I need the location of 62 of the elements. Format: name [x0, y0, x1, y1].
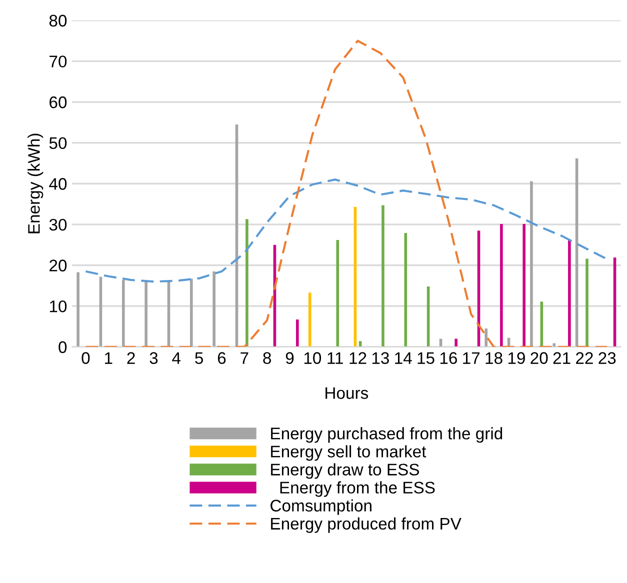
x-tick-label: 8 — [263, 352, 271, 364]
y-tick-label: 50 — [49, 137, 67, 150]
legend-label: Energy purchased from the grid — [271, 427, 502, 443]
line-series — [84, 178, 608, 283]
bar — [552, 343, 556, 347]
x-tick-label: 15 — [418, 352, 434, 364]
legend-label: Energy from the ESS — [280, 481, 435, 497]
bar — [484, 328, 488, 347]
bar — [296, 320, 299, 347]
x-tick-label: 17 — [463, 352, 480, 364]
bar — [308, 292, 312, 347]
x-tick-label: 4 — [172, 352, 181, 364]
bar — [336, 240, 340, 347]
x-tick-label: 10 — [304, 352, 322, 364]
bar — [122, 280, 125, 347]
bar — [454, 338, 458, 347]
legend-label: Energy produced from PV — [271, 517, 462, 533]
bar — [522, 224, 526, 347]
bar — [586, 258, 588, 347]
x-tick-label: 22 — [576, 352, 593, 364]
x-tick-label: 16 — [440, 352, 457, 364]
bar — [144, 282, 148, 347]
x-tick-label: 19 — [508, 352, 525, 364]
x-tick-label: 3 — [150, 352, 158, 364]
bar — [382, 205, 384, 347]
y-tick-label: 30 — [49, 218, 67, 231]
x-tick-label: 11 — [328, 352, 343, 364]
bar — [76, 272, 80, 347]
x-tick-label: 7 — [240, 352, 248, 364]
line-series — [84, 40, 608, 347]
x-axis-title: Hours — [326, 387, 368, 399]
x-tick-label: 14 — [395, 352, 412, 364]
y-tick-label: 60 — [50, 96, 67, 108]
y-tick-label: 0 — [58, 341, 67, 354]
x-tick-label: 21 — [553, 352, 570, 364]
x-tick-label: 9 — [286, 352, 294, 364]
y-tick-label: 40 — [49, 178, 67, 190]
x-tick-label: 18 — [486, 352, 502, 364]
y-axis-title: Energy (kWh) — [28, 134, 44, 234]
bar — [568, 240, 571, 347]
legend-label: Energy sell to market — [271, 445, 426, 461]
y-tick-label: 20 — [50, 260, 67, 272]
x-tick-label: 1 — [105, 352, 112, 364]
bar — [212, 271, 216, 347]
bar — [246, 219, 248, 347]
bar — [404, 233, 408, 347]
legend-label: Energy draw to ESS — [271, 463, 420, 479]
x-tick-label: 0 — [82, 352, 90, 364]
x-tick-label: 6 — [218, 352, 226, 364]
x-tick-label: 2 — [127, 352, 135, 364]
bar — [530, 181, 533, 347]
x-tick-label: 20 — [530, 352, 548, 364]
bar — [190, 278, 193, 347]
x-tick-label: 23 — [598, 352, 616, 364]
y-tick-label: 10 — [50, 300, 67, 312]
x-tick-label: 5 — [195, 352, 203, 364]
x-tick-label: 12 — [350, 352, 366, 364]
x-tick-label: 13 — [372, 352, 389, 364]
legend-label: Comsumption — [270, 499, 372, 515]
y-tick-label: 80 — [49, 14, 67, 27]
y-tick-label: 70 — [50, 56, 67, 68]
bar — [500, 224, 503, 347]
